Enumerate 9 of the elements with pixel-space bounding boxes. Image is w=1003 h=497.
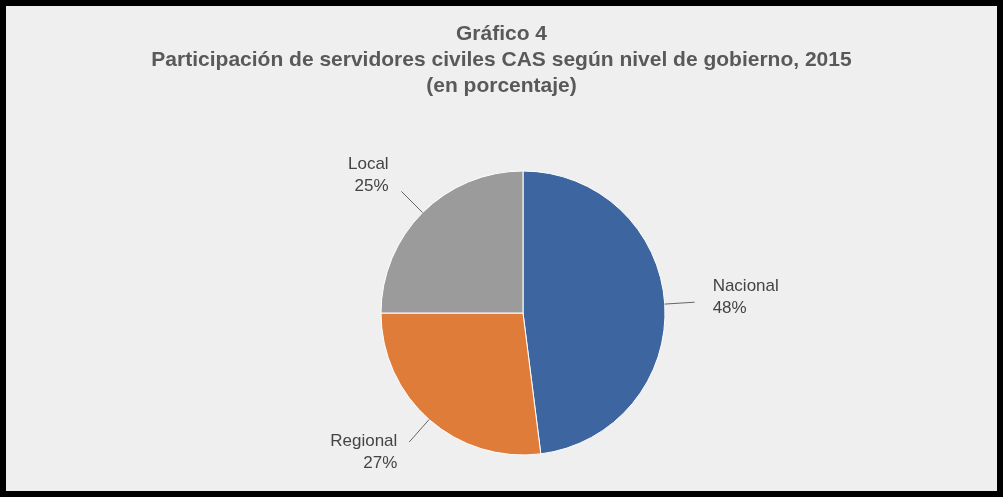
- text: (en porcentaje): [425, 72, 578, 98]
- slice-label: Regional: [330, 430, 398, 450]
- chart-subtitle: Participación de servidores civiles CAS según nivel de gobierno, 2015: [150, 46, 853, 72]
- data-label: 27%: [363, 452, 398, 472]
- slice-label: Local: [348, 153, 389, 173]
- data-label: 48%: [712, 298, 747, 318]
- chart-title: Gráfico 4: [454, 20, 548, 46]
- slice-label: Nacional: [712, 276, 779, 296]
- data-label: 25%: [354, 175, 389, 195]
